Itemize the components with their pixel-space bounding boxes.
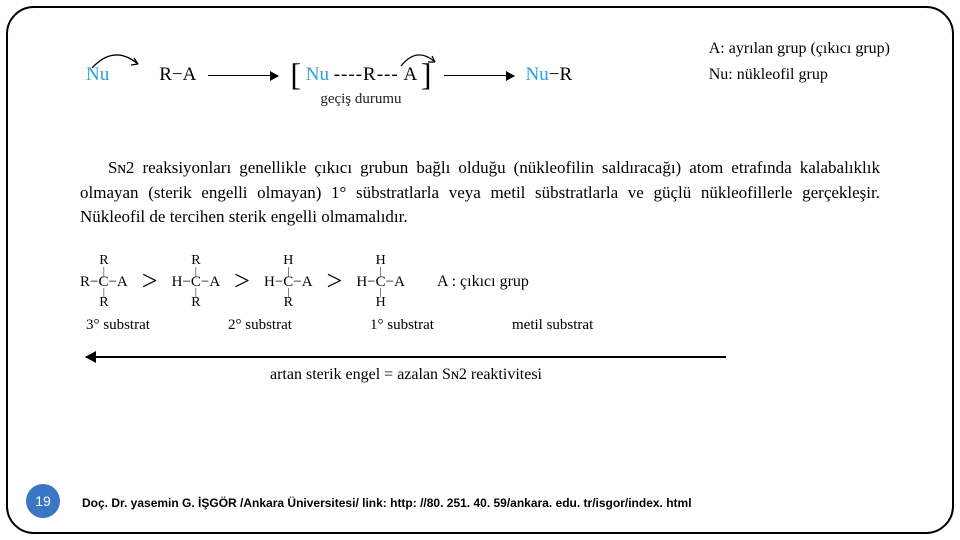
label-3: 3° substrat [86,317,206,334]
substrate-labels: 3° substrat 2° substrat 1° substrat meti… [80,317,900,334]
trend-caption: artan sterik engel = azalan Sɴ2 reaktivi… [86,366,726,384]
left-arrow-icon [86,356,726,358]
gt-icon: > [327,266,343,298]
ts-dashes: ----R--- [334,64,399,85]
label-methyl: metil substrat [512,317,632,334]
body-paragraph: Sɴ2 reaksiyonları genellikle çıkıcı grub… [80,156,900,230]
page-number-badge: 19 [26,484,60,518]
reactant-nu: Nu [86,64,109,86]
legend-nu: Nu: nükleofil grup [709,62,890,88]
page-number: 19 [35,493,51,509]
substrate-1: H | H−C−A | R [264,254,313,311]
label-2: 2° substrat [228,317,348,334]
content-area: Nu R−A [ Nu ----R--- A ] geçiş durumu Nu… [80,40,900,384]
reactant-ra: R−A [159,64,196,86]
product: Nu−R [526,64,573,86]
substrate-2: R | H−C−A | R [172,254,221,311]
substrate-methyl: H | H−C−A | H [356,254,405,311]
arrow-icon [208,75,278,77]
ts-nu: Nu [306,64,329,85]
product-nu: Nu [526,64,549,85]
curved-arrow-icon [397,50,441,72]
gt-icon: > [234,266,250,298]
footer-text: Doç. Dr. yasemin G. İŞGÖR /Ankara Üniver… [82,496,692,510]
substrate-row: R | R−C−A | R > R | H−C−A | R > H | H−C−… [80,254,900,311]
product-r: −R [549,64,572,85]
a-definition: A : çıkıcı grup [437,273,529,291]
legend: A: ayrılan grup (çıkıcı grup) Nu: nükleo… [709,36,890,87]
legend-a: A: ayrılan grup (çıkıcı grup) [709,36,890,62]
substrate-3: R | R−C−A | R [80,254,128,311]
curved-arrow-icon [88,50,148,72]
trend-arrow-section: artan sterik engel = azalan Sɴ2 reaktivi… [80,356,900,384]
label-1: 1° substrat [370,317,490,334]
paragraph-text: Sɴ2 reaksiyonları genellikle çıkıcı grub… [80,158,880,226]
gt-icon: > [142,266,158,298]
ts-caption: geçiş durumu [320,91,401,108]
transition-state: [ Nu ----R--- A ] geçiş durumu [290,64,431,86]
arrow-icon [444,75,514,77]
